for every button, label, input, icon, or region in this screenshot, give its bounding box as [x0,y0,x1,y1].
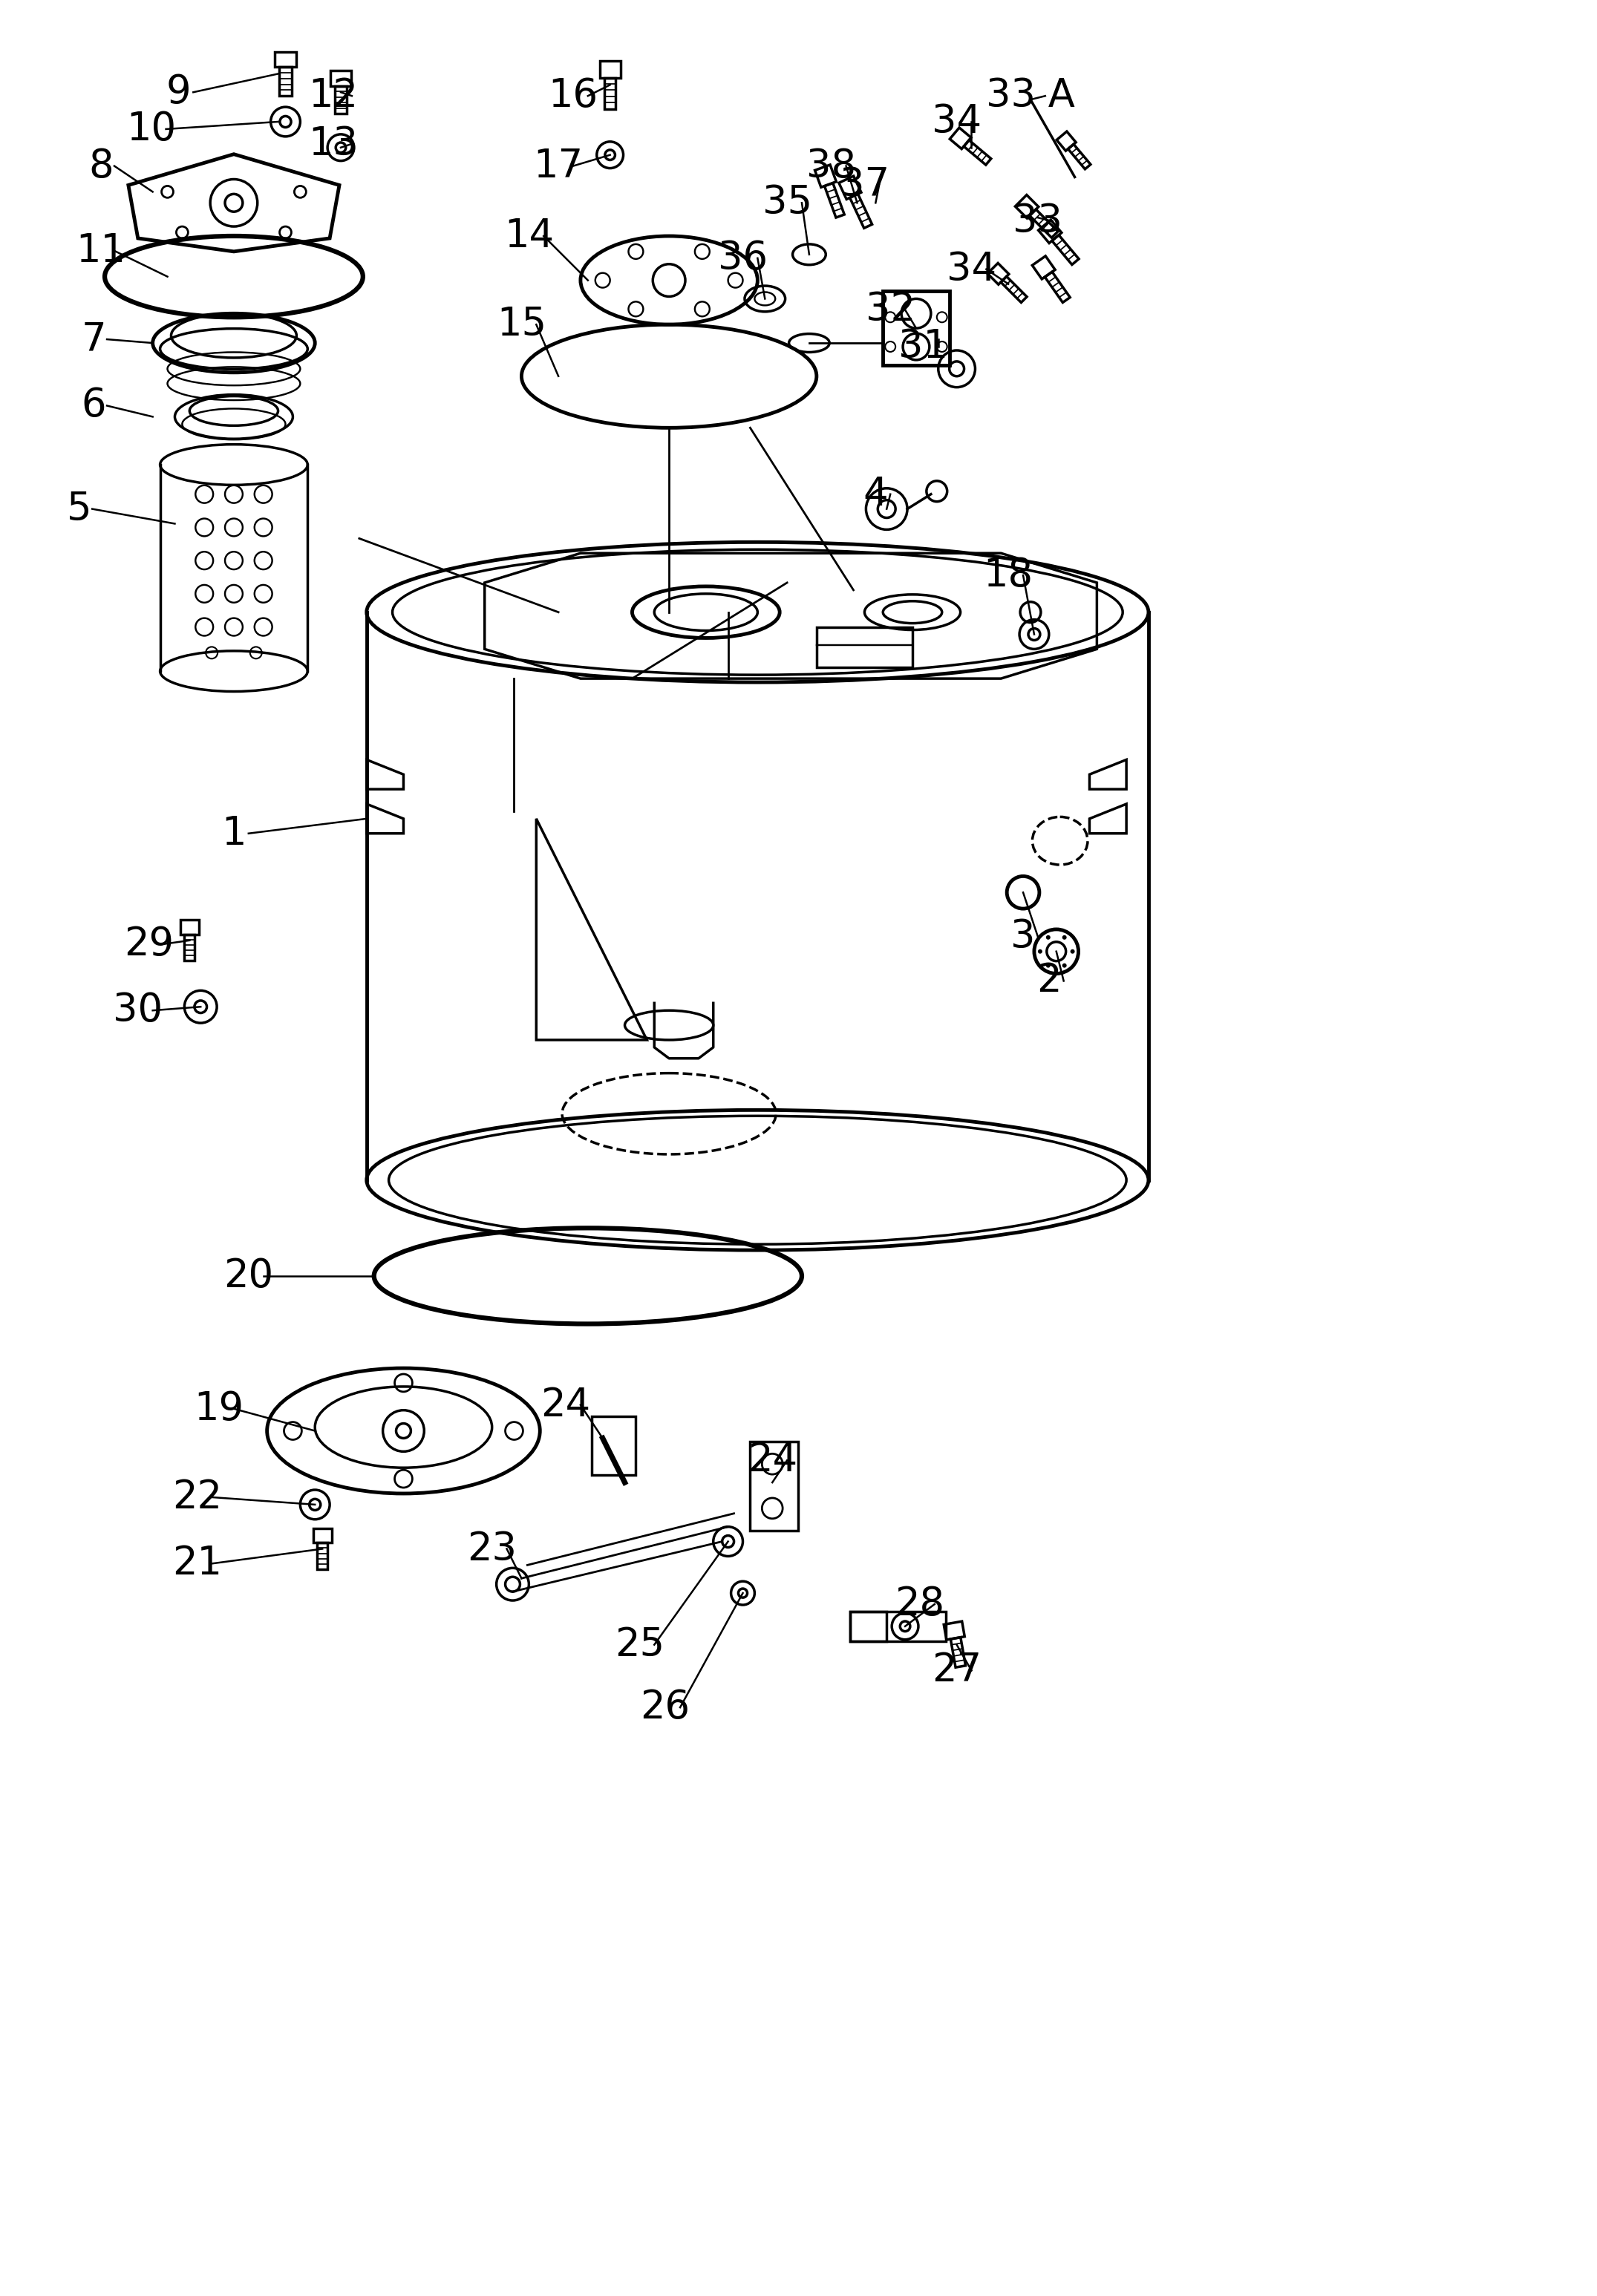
Bar [604,78,616,108]
Text: 18: 18 [984,556,1033,595]
Text: 15: 15 [497,305,546,344]
Text: 9: 9 [166,73,192,113]
Text: 38: 38 [806,147,856,186]
Text: 24: 24 [541,1387,591,1424]
Text: 16: 16 [548,76,597,115]
Bar [1052,234,1080,264]
Bar [883,292,949,365]
Text: 25: 25 [615,1626,664,1665]
Text: 2: 2 [1036,962,1062,1001]
Text: 29: 29 [125,925,174,964]
Text: 36: 36 [719,239,768,278]
Bar [850,1612,945,1642]
Text: 19: 19 [195,1389,244,1428]
Circle shape [1062,934,1067,939]
Text: 21: 21 [172,1545,222,1582]
Bar [600,62,620,78]
Text: 3: 3 [1011,918,1035,955]
Text: 26: 26 [640,1688,690,1727]
Circle shape [1038,948,1043,953]
Text: 1: 1 [222,815,246,852]
Text: 6: 6 [81,386,105,425]
Text: 31: 31 [899,328,949,365]
Bar [824,184,845,218]
Bar [1001,276,1027,303]
Bar [950,1637,966,1667]
Bar [1068,145,1091,170]
Text: 27: 27 [931,1651,982,1690]
Text: 20: 20 [224,1256,273,1295]
Text: 7: 7 [81,319,105,358]
Text: 22: 22 [172,1479,222,1518]
Circle shape [1070,948,1075,953]
Circle shape [1046,934,1051,939]
Bar [944,1621,965,1639]
Bar [335,85,347,113]
Bar [1044,271,1070,303]
Bar [331,71,351,85]
Bar [963,140,992,165]
Bar [1016,195,1038,218]
Bar [1038,220,1062,243]
Circle shape [1062,964,1067,967]
Bar [850,193,872,227]
Text: 13: 13 [308,124,358,163]
Text: 12: 12 [308,76,358,115]
Text: 17: 17 [533,147,583,186]
Bar [987,264,1009,285]
Bar [591,1417,636,1474]
Bar [185,934,195,960]
Bar [313,1529,332,1543]
Text: 37: 37 [840,165,890,204]
Text: 34: 34 [947,250,997,289]
Bar [950,129,971,149]
Text: 35: 35 [762,184,811,223]
Text: 34: 34 [931,103,982,140]
Bar [180,921,198,934]
Bar [1057,131,1076,152]
Bar [1030,209,1057,239]
Text: 30: 30 [113,992,163,1029]
Text: 10: 10 [126,110,176,149]
Bar [751,1442,798,1531]
Circle shape [1046,964,1051,967]
Bar [275,53,297,67]
Text: 11: 11 [77,232,126,271]
Bar [816,627,912,668]
Text: 32: 32 [866,292,915,328]
Bar [814,165,837,188]
Text: 33 A: 33 A [985,76,1075,115]
Text: 14: 14 [505,216,554,255]
Text: 28: 28 [894,1584,945,1623]
Bar [850,1612,886,1642]
Text: 5: 5 [67,489,91,528]
Bar [279,67,292,96]
Text: 8: 8 [88,147,113,186]
Text: 33: 33 [1012,202,1062,241]
Text: 24: 24 [747,1442,797,1479]
Bar [318,1543,327,1568]
Text: 4: 4 [862,475,888,514]
Text: 23: 23 [468,1529,517,1568]
Bar [1032,257,1056,280]
Bar [838,177,861,200]
